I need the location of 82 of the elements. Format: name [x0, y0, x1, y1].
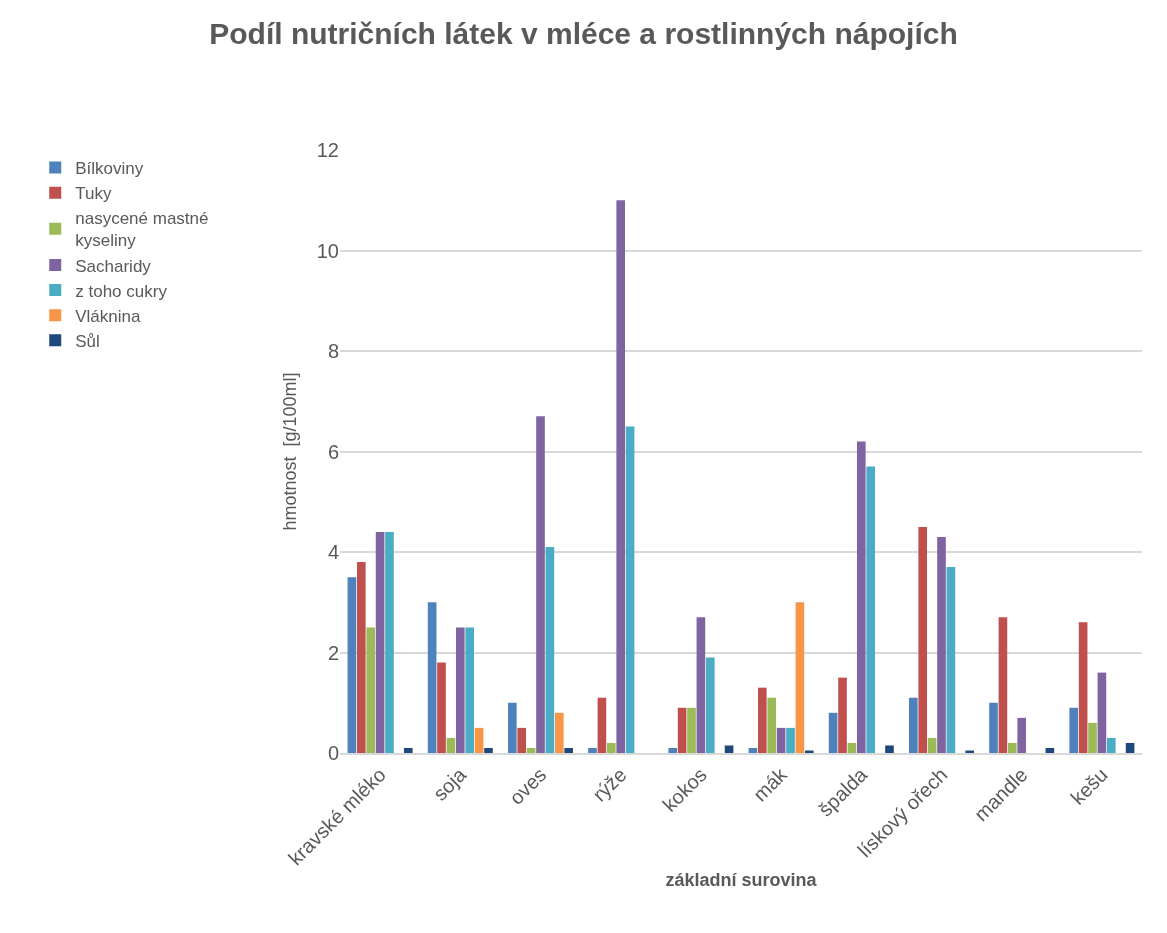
- bar: [427, 602, 437, 753]
- bar: [989, 702, 998, 753]
- bar: [1097, 672, 1107, 753]
- y-tick-label: 2: [327, 641, 339, 664]
- bar: [517, 727, 527, 753]
- x-tick-label: rýže: [588, 763, 631, 806]
- bar: [526, 747, 536, 753]
- bar: [937, 536, 946, 753]
- bar: [554, 712, 564, 753]
- bar: [366, 627, 376, 753]
- bar: [1045, 747, 1055, 753]
- bar: [828, 712, 838, 753]
- bar: [1078, 622, 1088, 753]
- bar: [1125, 742, 1135, 753]
- y-tick-label: 8: [327, 340, 339, 362]
- bar: [946, 567, 956, 753]
- legend-label: Vláknina: [75, 306, 141, 326]
- bar: [597, 697, 607, 753]
- bar: [385, 531, 394, 753]
- bar: [847, 742, 857, 753]
- bar: [856, 441, 866, 753]
- bar: [677, 707, 687, 753]
- x-tick-label: soja: [428, 762, 471, 805]
- bar: [965, 750, 975, 753]
- x-tick-label: oves: [504, 763, 551, 809]
- bar: [838, 677, 847, 753]
- bar: [1088, 722, 1097, 753]
- bar: [1017, 717, 1027, 753]
- bar: [908, 697, 918, 753]
- bar: [536, 416, 545, 753]
- bar: [347, 577, 357, 753]
- bar: [696, 617, 706, 753]
- y-tick-label: 10: [316, 239, 339, 262]
- legend-label: Tuky: [75, 184, 112, 204]
- bar: [795, 602, 805, 753]
- legend-label: z toho cukry: [75, 281, 168, 301]
- y-axis-title: hmotnost [g/100ml]: [279, 372, 300, 531]
- bar: [606, 742, 616, 753]
- x-axis-title: základní surovina: [665, 869, 818, 890]
- x-tick-label: mák: [748, 762, 792, 806]
- bar: [465, 627, 475, 753]
- bar: [668, 747, 678, 753]
- bar: [776, 727, 786, 753]
- bar: [757, 687, 767, 753]
- bar: [866, 466, 876, 753]
- bar: [927, 737, 937, 753]
- bar: [918, 526, 928, 753]
- bar: [724, 745, 734, 753]
- legend-label: Sůl: [75, 331, 100, 351]
- bar: [484, 747, 493, 753]
- bar: [885, 745, 894, 753]
- legend-label: Sacharidy: [75, 256, 152, 276]
- bar: [545, 546, 555, 753]
- bar: [625, 426, 635, 753]
- bar: [786, 727, 795, 753]
- bar: [455, 627, 465, 753]
- bar: [1007, 742, 1017, 753]
- bar: [998, 617, 1008, 753]
- bar: [474, 727, 484, 753]
- bar: [687, 707, 696, 753]
- bar: [705, 657, 715, 753]
- bar: [1069, 707, 1079, 753]
- y-tick-label: 4: [327, 541, 339, 563]
- bar: [616, 200, 626, 753]
- bar: [804, 750, 814, 753]
- bar: [767, 697, 777, 753]
- legend-label: nasycené mastné kyseliny: [75, 209, 209, 251]
- legend-label: Bílkoviny: [75, 159, 144, 179]
- y-tick-label: 0: [327, 742, 339, 764]
- bar: [403, 747, 413, 753]
- bar: [437, 662, 446, 753]
- bar: [375, 531, 385, 753]
- bar: [564, 747, 574, 753]
- bar: [748, 747, 758, 753]
- bar: [446, 737, 456, 753]
- chart-title: Podíl nutričních látek v mléce a rostlinných nápojích: [209, 17, 958, 51]
- bar: [356, 562, 366, 753]
- bar: [1106, 737, 1116, 753]
- bar: [507, 702, 517, 753]
- y-tick-label: 12: [316, 139, 339, 161]
- bar: [588, 747, 597, 753]
- y-tick-label: 6: [327, 440, 339, 463]
